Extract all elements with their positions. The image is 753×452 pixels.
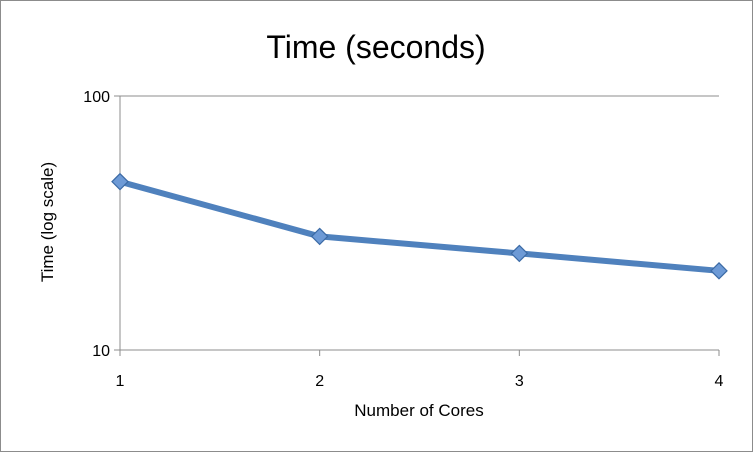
x-tick-labels: 1 2 3 4 <box>116 373 724 390</box>
chart-title: Time (seconds) <box>266 29 485 65</box>
series-line <box>117 178 722 274</box>
data-point-marker <box>310 227 329 246</box>
series-layer <box>111 172 728 280</box>
y-tick-label: 100 <box>83 89 110 106</box>
data-point-marker <box>510 244 529 263</box>
data-point-marker <box>710 261 728 280</box>
x-tick-label: 1 <box>116 373 125 390</box>
y-tick-labels: 10 100 <box>83 89 110 360</box>
x-axis-label: Number of Cores <box>354 401 483 420</box>
x-tick-label: 4 <box>715 373 724 390</box>
data-point-marker <box>111 172 129 191</box>
axes <box>114 95 720 356</box>
y-axis-label: Time (log scale) <box>38 162 57 282</box>
y-tick-label: 10 <box>92 343 110 360</box>
x-tick-label: 3 <box>515 373 524 390</box>
x-tick-label: 2 <box>315 373 324 390</box>
